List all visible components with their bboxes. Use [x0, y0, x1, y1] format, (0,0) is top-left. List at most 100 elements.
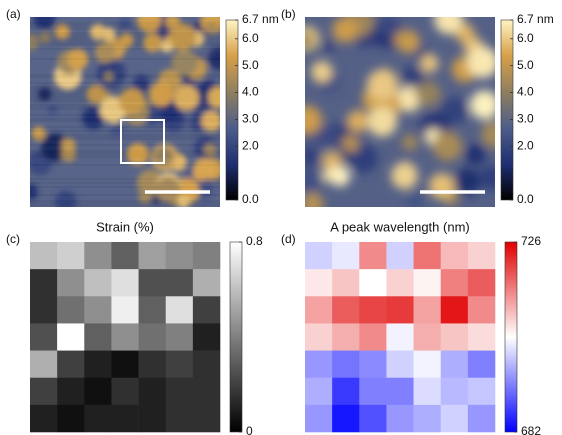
- colorbar-tick-label: 3.0: [517, 112, 534, 126]
- heatmap-cell: [332, 405, 359, 432]
- afm-image: [22, 6, 231, 212]
- heatmap-cell: [414, 269, 441, 296]
- heatmap-cell: [111, 351, 138, 378]
- heatmap-cell: [84, 351, 111, 378]
- colorbar-tick-label: 3.0: [242, 112, 259, 126]
- heatmap-cell: [111, 269, 138, 296]
- heatmap-cell: [441, 323, 468, 350]
- heatmap-cell: [414, 378, 441, 405]
- heatmap-cell: [305, 296, 332, 323]
- heatmap-cell: [441, 378, 468, 405]
- heatmap-cell: [30, 378, 57, 405]
- heatmap-cell: [30, 323, 57, 350]
- heatmap-cell: [468, 378, 495, 405]
- heatmap-cell: [305, 323, 332, 350]
- colorbar: [501, 20, 513, 200]
- heatmap-cell: [111, 378, 138, 405]
- colorbar-tick-label: 6.0: [517, 31, 534, 45]
- heatmap-cell: [57, 378, 84, 405]
- heatmap-cell: [139, 296, 166, 323]
- panel-label: (b): [281, 7, 296, 21]
- colorbar-tick-label: 0.0: [242, 192, 259, 206]
- heatmap-cell: [84, 323, 111, 350]
- heatmap-cell: [414, 242, 441, 269]
- heatmap-cell: [332, 378, 359, 405]
- heatmap-cell: [111, 405, 138, 432]
- colorbar-tick-label: 0: [246, 424, 253, 435]
- heatmap-cell: [84, 378, 111, 405]
- heatmap-cell: [57, 405, 84, 432]
- heatmap-cell: [84, 405, 111, 432]
- panel-label: (c): [6, 232, 20, 246]
- heatmap-cell: [30, 269, 57, 296]
- heatmap-cell: [386, 269, 413, 296]
- colorbar-tick-label: 5.0: [517, 58, 534, 72]
- heatmap-cell: [359, 296, 386, 323]
- heatmap-cell: [359, 242, 386, 269]
- heatmap-cell: [441, 405, 468, 432]
- heatmap-cell: [111, 296, 138, 323]
- heatmap-cell: [305, 242, 332, 269]
- heatmap-cell: [386, 351, 413, 378]
- heatmap-cell: [166, 351, 193, 378]
- heatmap-cell: [139, 351, 166, 378]
- heatmap-cell: [139, 323, 166, 350]
- heatmap-cell: [139, 378, 166, 405]
- heatmap-cell: [193, 351, 220, 378]
- heatmap-cell: [166, 296, 193, 323]
- colorbar-tick-label: 2.0: [517, 138, 534, 152]
- heatmap-cell: [332, 296, 359, 323]
- heatmap-cell: [332, 323, 359, 350]
- colorbar-tick-label: 4.0: [517, 85, 534, 99]
- heatmap-cell: [193, 269, 220, 296]
- heatmap-cell: [468, 296, 495, 323]
- heatmap-cell: [441, 351, 468, 378]
- heatmap-cell: [139, 405, 166, 432]
- heatmap-cell: [332, 242, 359, 269]
- heatmap-cell: [139, 269, 166, 296]
- figure: (a)0.02.03.04.05.06.06.7 nm(b)0.02.03.04…: [0, 0, 562, 435]
- colorbar-tick-label: 6.7 nm: [517, 12, 554, 26]
- heatmap-cell: [57, 269, 84, 296]
- heatmap-cell: [139, 242, 166, 269]
- panel-title: A peak wavelength (nm): [330, 219, 469, 234]
- heatmap-cell: [57, 242, 84, 269]
- heatmap-cell: [166, 323, 193, 350]
- heatmap-cell: [468, 269, 495, 296]
- heatmap-cell: [359, 405, 386, 432]
- heatmap-cell: [414, 351, 441, 378]
- heatmap-cell: [414, 405, 441, 432]
- heatmap-cell: [57, 351, 84, 378]
- colorbar-tick-label: 6.0: [242, 31, 259, 45]
- heatmap-cell: [166, 242, 193, 269]
- heatmap-cell: [386, 323, 413, 350]
- panel-title: Strain (%): [96, 219, 154, 234]
- colorbar: [505, 242, 517, 432]
- heatmap-cell: [305, 378, 332, 405]
- heatmap-cell: [111, 323, 138, 350]
- heatmap-cell: [193, 296, 220, 323]
- heatmap-cell: [332, 269, 359, 296]
- heatmap-cell: [193, 242, 220, 269]
- heatmap-cell: [193, 378, 220, 405]
- heatmap-cell: [193, 405, 220, 432]
- heatmap-cell: [305, 269, 332, 296]
- heatmap-cell: [468, 323, 495, 350]
- heatmap-cell: [30, 242, 57, 269]
- heatmap-cell: [166, 378, 193, 405]
- heatmap-cell: [84, 269, 111, 296]
- heatmap-cell: [305, 405, 332, 432]
- heatmap-cell: [359, 351, 386, 378]
- heatmap-cell: [30, 351, 57, 378]
- colorbar-tick-label: 0.0: [517, 192, 534, 206]
- heatmap-cell: [57, 296, 84, 323]
- heatmap-cell: [359, 378, 386, 405]
- heatmap-cell: [193, 323, 220, 350]
- heatmap-cell: [166, 269, 193, 296]
- colorbar-tick-label: 0.8: [246, 234, 263, 248]
- heatmap-cell: [111, 242, 138, 269]
- colorbar-tick-label: 5.0: [242, 58, 259, 72]
- heatmap-cell: [30, 405, 57, 432]
- heatmap-cell: [305, 351, 332, 378]
- heatmap-cell: [414, 296, 441, 323]
